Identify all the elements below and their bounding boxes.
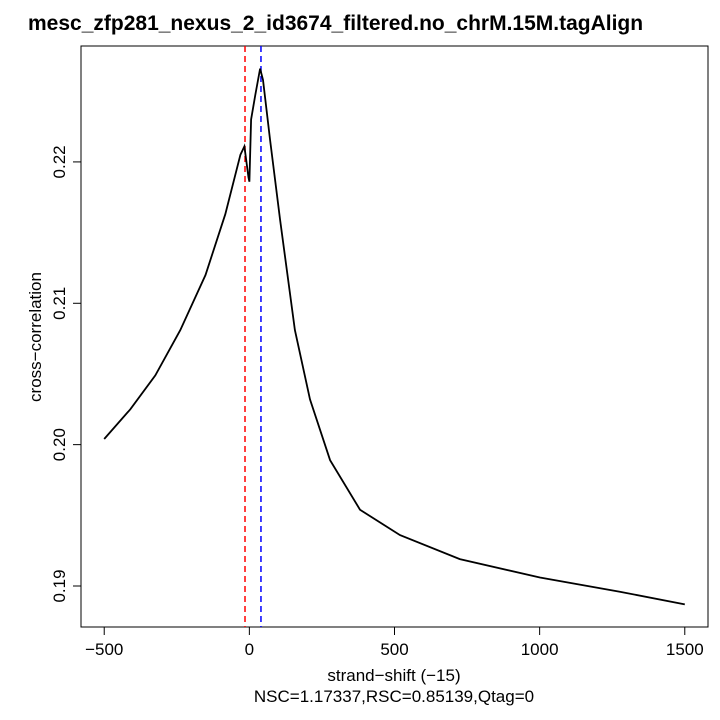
x-tick-label: 1000	[521, 640, 559, 659]
y-tick-label: 0.22	[50, 145, 69, 178]
y-axis-label: cross−correlation	[26, 272, 45, 402]
y-tick-label: 0.20	[50, 428, 69, 461]
x-tick-label: 0	[245, 640, 254, 659]
chart-title: mesc_zfp281_nexus_2_id3674_filtered.no_c…	[28, 12, 643, 35]
data-line	[103, 68, 685, 606]
y-tick-label: 0.19	[50, 569, 69, 602]
x-axis-label: strand−shift (−15)	[327, 666, 460, 685]
y-tick-label: 0.21	[50, 287, 69, 320]
subtitle: NSC=1.17337,RSC=0.85139,Qtag=0	[254, 687, 534, 706]
x-tick-label: −500	[85, 640, 123, 659]
x-tick-label: 500	[380, 640, 408, 659]
x-tick-label: 1500	[666, 640, 704, 659]
